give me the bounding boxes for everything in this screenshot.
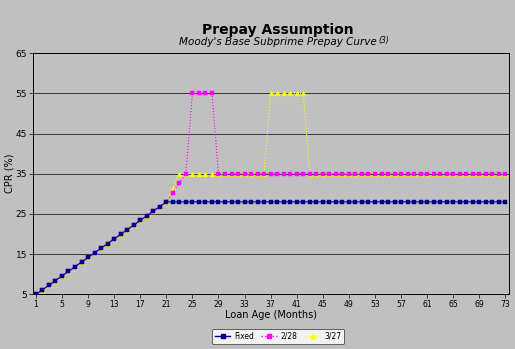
- Fixed: [33, 292, 39, 297]
- Fixed: [463, 200, 469, 204]
- Text: Prepay Assumption: Prepay Assumption: [202, 23, 354, 37]
- 2/28: [443, 172, 450, 176]
- Fixed: [137, 218, 143, 223]
- Fixed: [163, 200, 169, 204]
- Legend: Fixed, 2/28, 3/27: Fixed, 2/28, 3/27: [212, 329, 345, 344]
- 2/28: [431, 172, 437, 176]
- 2/28: [196, 91, 202, 95]
- Y-axis label: CPR (%): CPR (%): [4, 154, 14, 193]
- 2/28: [137, 218, 143, 223]
- 3/27: [274, 91, 280, 95]
- 3/27: [33, 292, 39, 297]
- 3/27: [268, 91, 274, 95]
- Line: 2/28: 2/28: [34, 91, 507, 297]
- Fixed: [196, 200, 202, 204]
- Fixed: [443, 200, 450, 204]
- 3/27: [502, 172, 508, 176]
- 3/27: [463, 172, 469, 176]
- 3/27: [443, 172, 450, 176]
- 3/27: [137, 218, 143, 223]
- Line: Fixed: Fixed: [34, 200, 507, 297]
- Fixed: [502, 200, 508, 204]
- Fixed: [431, 200, 437, 204]
- 2/28: [190, 91, 196, 95]
- Line: 3/27: 3/27: [33, 91, 508, 297]
- 3/27: [431, 172, 437, 176]
- 3/27: [190, 172, 196, 176]
- Text: Moody's Base Subprime Prepay Curve: Moody's Base Subprime Prepay Curve: [179, 37, 377, 47]
- Fixed: [274, 200, 280, 204]
- 2/28: [502, 172, 508, 176]
- 2/28: [33, 292, 39, 297]
- 2/28: [274, 172, 280, 176]
- Text: (3): (3): [379, 36, 389, 45]
- 2/28: [463, 172, 469, 176]
- X-axis label: Loan Age (Months): Loan Age (Months): [225, 310, 317, 320]
